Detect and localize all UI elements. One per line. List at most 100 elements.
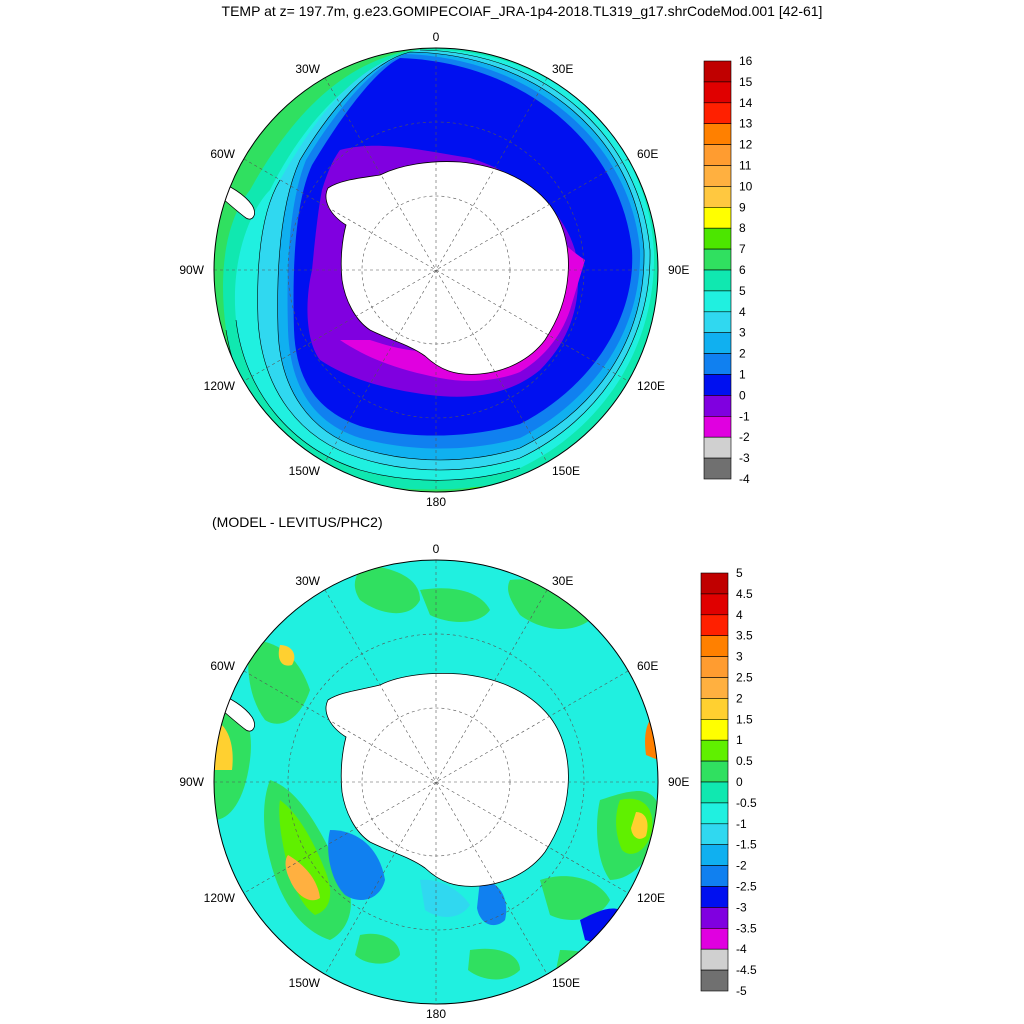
colorbar-tick-label: -4 — [736, 942, 747, 956]
colorbar-swatch — [703, 436, 732, 459]
colorbar-swatch — [703, 269, 732, 292]
colorbar-swatch — [703, 227, 732, 250]
lon-label: 150W — [289, 464, 321, 478]
colorbar-swatch — [703, 248, 732, 271]
colorbar-tick-label: -4 — [739, 472, 750, 486]
anomaly-patch — [540, 876, 610, 920]
colorbar-tick-label: -5 — [736, 984, 747, 998]
lon-label: 60E — [637, 147, 658, 161]
colorbar-swatch — [703, 144, 732, 166]
colorbar-swatch — [703, 186, 732, 208]
colorbar-swatch — [703, 395, 732, 417]
colorbar-swatch — [700, 677, 729, 699]
lon-label: 120W — [204, 891, 236, 905]
colorbar-swatch — [703, 353, 732, 375]
anomaly-patch — [285, 855, 320, 901]
colorbar-tick-label: -3 — [736, 900, 747, 914]
colorbar-swatch — [700, 698, 729, 720]
anomaly-patch — [420, 879, 470, 917]
colorbar-swatch — [700, 760, 729, 783]
colorbar-swatch — [703, 290, 732, 313]
anomaly-patch — [354, 565, 420, 614]
lon-label: 30E — [552, 62, 573, 76]
anomaly-patch — [248, 640, 310, 724]
colorbar-swatch — [703, 374, 732, 396]
lon-label: 120E — [637, 379, 665, 393]
colorbar-swatch — [700, 572, 729, 595]
lon-label: 60W — [210, 659, 235, 673]
colorbar-swatch — [703, 60, 732, 83]
colorbar-swatch — [700, 802, 729, 825]
anomaly-patch — [477, 880, 507, 926]
lon-label: 60W — [210, 147, 235, 161]
colorbar-tick-label: -3 — [739, 451, 750, 465]
lon-label: 180 — [426, 1007, 446, 1021]
anomaly-patch — [420, 588, 490, 622]
colorbar-swatch — [700, 781, 729, 804]
lon-label: 0 — [433, 542, 440, 556]
lon-label: 30E — [552, 574, 573, 588]
lon-label: 150E — [552, 976, 580, 990]
temperature-map: 0 30E 60E 90E 120E 150E 180 150W 120W 90… — [179, 30, 752, 509]
colorbar-tick-label: 10 — [739, 179, 753, 193]
colorbar-swatch — [700, 907, 729, 929]
colorbar-swatch — [703, 102, 732, 125]
colorbar-swatch — [703, 165, 732, 187]
anomaly-colorbar: 5 4.5 4 3.5 3 2.5 2 1.5 1 0.5 0 -0.5 -1 -1.5 -2 -2.5 -3 -… — [700, 566, 757, 998]
colorbar-tick-label: 2.5 — [736, 671, 753, 685]
colorbar-tick-label: 13 — [739, 117, 753, 131]
graticule — [214, 48, 658, 492]
lon-label: 60E — [637, 659, 658, 673]
colorbar-tick-label: 4 — [739, 305, 746, 319]
colorbar-tick-label: 16 — [739, 54, 753, 68]
colorbar-swatch — [700, 656, 729, 678]
colorbar-tick-label: -3.5 — [736, 921, 757, 935]
colorbar-swatch — [700, 844, 729, 866]
colorbar-tick-label: 8 — [739, 221, 746, 235]
lon-label: 120W — [204, 379, 236, 393]
colorbar-tick-label: 11 — [739, 159, 752, 173]
colorbar-tick-label: 14 — [739, 96, 753, 110]
colorbar-swatch — [700, 718, 729, 741]
colorbar-tick-label: 3 — [739, 326, 746, 340]
graticule — [214, 560, 658, 1004]
colorbar-tick-label: 0 — [739, 388, 746, 402]
colorbar-tick-label: -2.5 — [736, 880, 757, 894]
colorbar-tick-label: 0.5 — [736, 754, 753, 768]
colorbar-swatch — [700, 969, 729, 992]
colorbar-tick-label: 12 — [739, 138, 753, 152]
colorbar-tick-label: 1.5 — [736, 712, 753, 726]
colorbar-swatch — [703, 457, 732, 480]
map-border — [213, 47, 659, 493]
anomaly-subtitle: (MODEL - LEVITUS/PHC2) — [212, 514, 383, 530]
lon-label: 0 — [433, 30, 440, 44]
colorbar-tick-label: 9 — [739, 200, 746, 214]
colorbar-tick-label: -1 — [739, 409, 750, 423]
colorbar-swatch — [700, 823, 729, 845]
colorbar-swatch — [700, 948, 729, 971]
anomaly-patch — [355, 933, 400, 964]
lon-label: 30W — [295, 574, 320, 588]
lon-label: 90E — [668, 263, 689, 277]
lon-label: 90E — [668, 775, 689, 789]
anomaly-patch — [468, 948, 520, 980]
colorbar-tick-label: -1.5 — [736, 838, 757, 852]
anomaly-patch — [328, 830, 385, 900]
colorbar-tick-label: 3.5 — [736, 629, 753, 643]
longitude-labels: 0 30E 60E 90E 120E 150E 180 150W 120W 90… — [179, 30, 689, 509]
colorbar-swatch — [700, 635, 729, 657]
lon-label: 90W — [179, 775, 204, 789]
map-border — [213, 559, 659, 1005]
anomaly-patch — [279, 800, 331, 915]
colorbar-swatch — [700, 886, 729, 908]
colorbar-swatch — [700, 739, 729, 762]
anomaly-patch — [278, 645, 295, 666]
colorbar-tick-label: -4.5 — [736, 963, 757, 977]
colorbar-swatch — [703, 123, 732, 145]
colorbar-tick-label: 5 — [739, 284, 746, 298]
anomaly-map: 0 30E 60E 90E 120E 150E 180 150W 120W 90… — [179, 542, 757, 1021]
colorbar-tick-label: 1 — [736, 733, 743, 747]
colorbar-tick-label: 3 — [736, 650, 743, 664]
colorbar-tick-label: 0 — [736, 775, 743, 789]
